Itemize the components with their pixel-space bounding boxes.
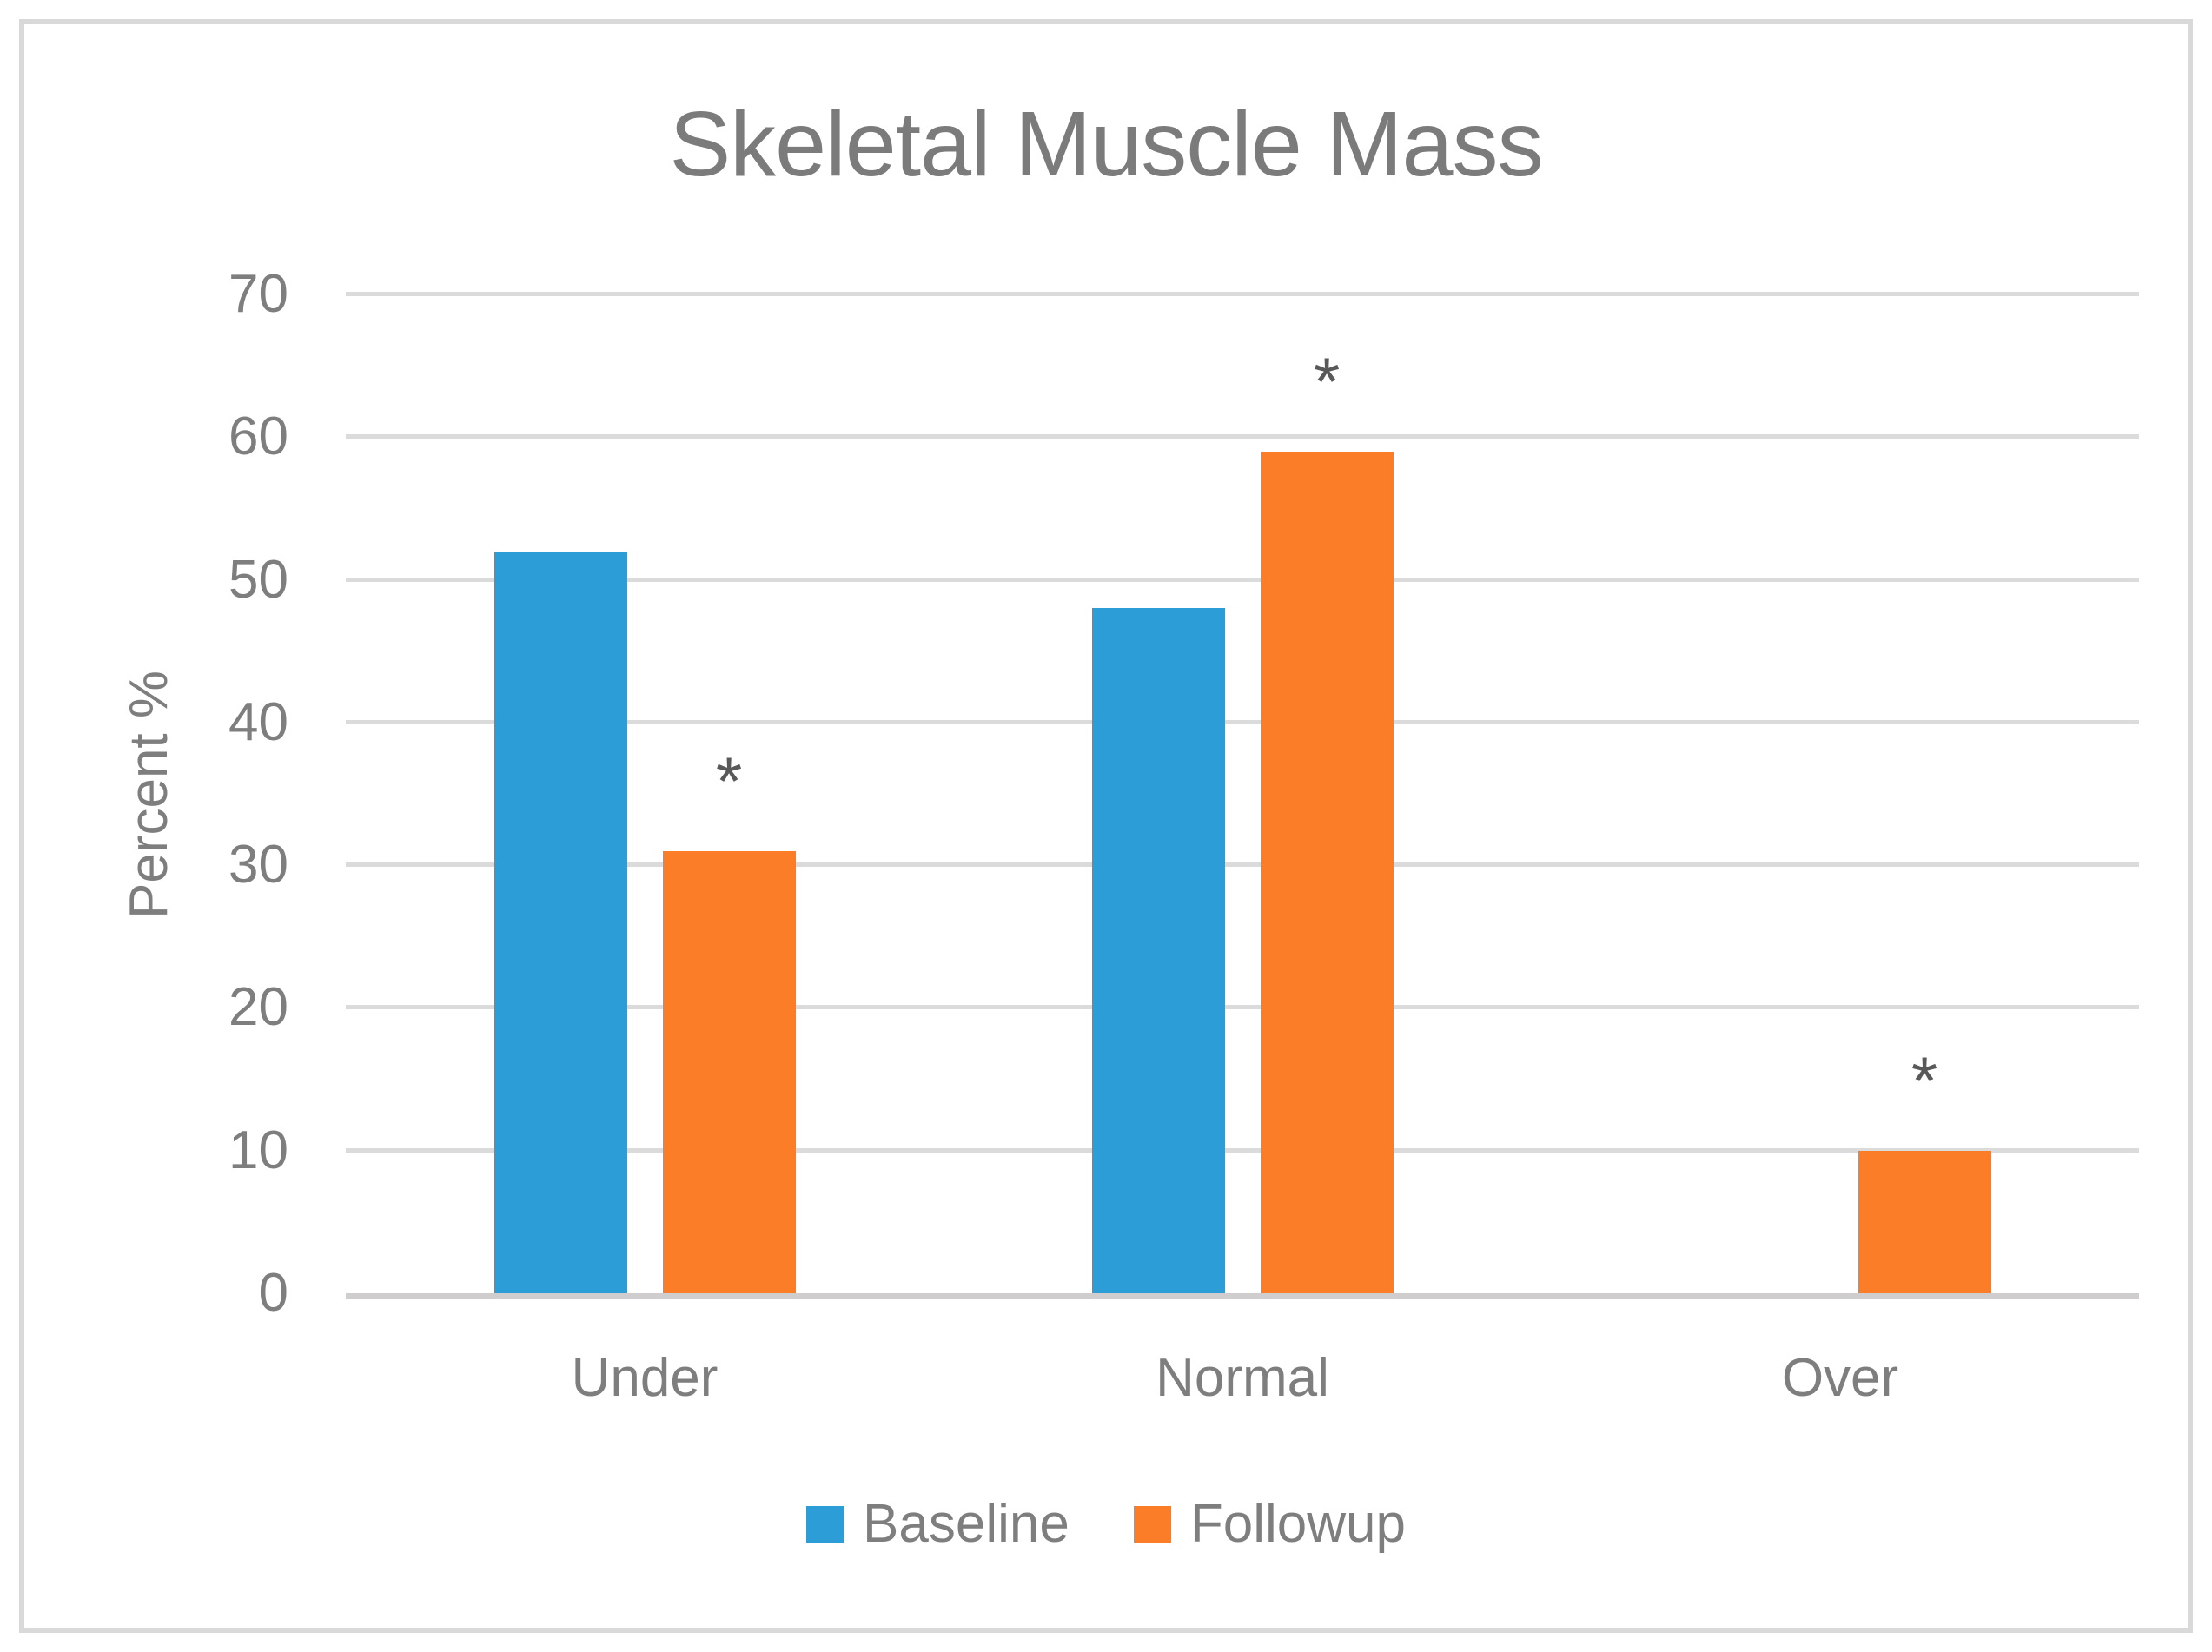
gridline-70 <box>346 291 2139 296</box>
bar-followup-over <box>1858 1151 1991 1293</box>
x-axis-line <box>346 1293 2139 1299</box>
significance-asterisk-over: * <box>1911 1042 1938 1119</box>
gridline-50 <box>346 577 2139 582</box>
legend-swatch-baseline <box>806 1505 844 1543</box>
x-category-label-over: Over <box>1781 1348 1899 1408</box>
y-tick-label-70: 70 <box>228 263 288 324</box>
y-tick-label-40: 40 <box>228 691 288 752</box>
x-category-label-under: Under <box>571 1348 719 1408</box>
significance-asterisk-normal: * <box>1313 343 1341 420</box>
bar-followup-under <box>663 851 796 1293</box>
bar-followup-normal <box>1261 452 1394 1293</box>
gridline-30 <box>346 862 2139 868</box>
y-tick-label-60: 60 <box>228 406 288 467</box>
legend-swatch-followup <box>1133 1505 1171 1543</box>
legend-label-followup: Followup <box>1189 1494 1406 1554</box>
bar-baseline-normal <box>1092 608 1225 1293</box>
legend-item-baseline: Baseline <box>806 1497 1070 1551</box>
legend-item-followup: Followup <box>1133 1494 1406 1554</box>
y-tick-label-50: 50 <box>228 549 288 610</box>
gridline-10 <box>346 1147 2139 1153</box>
chart-title: Skeletal Muscle Mass <box>669 93 1543 195</box>
gridline-40 <box>346 719 2139 724</box>
significance-asterisk-under: * <box>715 743 743 819</box>
legend: Baseline Followup <box>0 1497 2212 1551</box>
x-category-label-normal: Normal <box>1156 1348 1329 1408</box>
y-tick-label-30: 30 <box>228 835 288 895</box>
legend-label-baseline: Baseline <box>863 1494 1070 1554</box>
bar-baseline-under <box>494 552 627 1293</box>
gridline-20 <box>346 1005 2139 1010</box>
gridline-60 <box>346 434 2139 439</box>
y-tick-label-20: 20 <box>228 977 288 1038</box>
y-tick-label-0: 0 <box>258 1263 288 1323</box>
y-tick-label-10: 10 <box>228 1120 288 1180</box>
